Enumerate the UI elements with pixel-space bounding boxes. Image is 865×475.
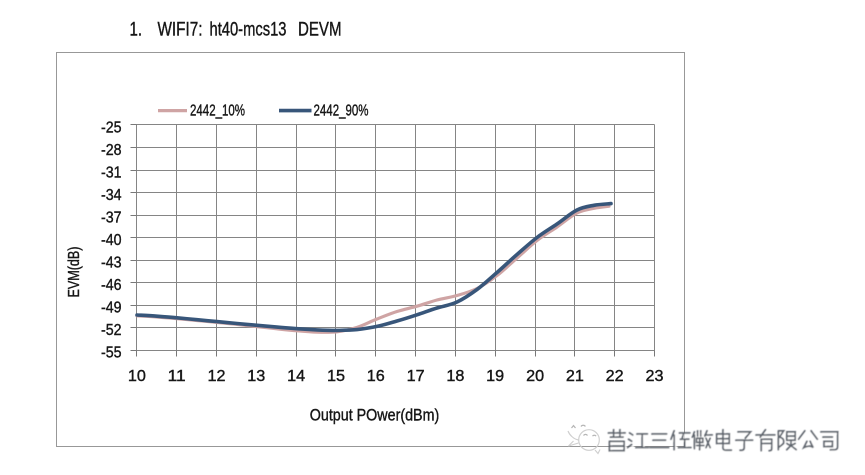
- svg-text:12: 12: [208, 368, 226, 385]
- svg-text:15: 15: [327, 368, 345, 385]
- svg-text:-55: -55: [101, 345, 122, 362]
- svg-text:22: 22: [606, 368, 624, 385]
- svg-text:21: 21: [566, 368, 584, 385]
- svg-text:Output POwer(dBm): Output POwer(dBm): [310, 405, 440, 424]
- svg-text:WIFI7:: WIFI7:: [158, 19, 203, 41]
- svg-text:-31: -31: [101, 164, 122, 181]
- svg-text:-49: -49: [101, 300, 122, 317]
- svg-text:20: 20: [526, 368, 544, 385]
- svg-text:23: 23: [646, 368, 664, 385]
- svg-text:ht40-mcs13: ht40-mcs13: [210, 19, 287, 41]
- svg-text:18: 18: [446, 368, 464, 385]
- svg-text:19: 19: [486, 368, 504, 385]
- svg-text:11: 11: [168, 368, 186, 385]
- svg-text:-28: -28: [101, 142, 122, 159]
- svg-text:-40: -40: [101, 232, 122, 249]
- svg-text:13: 13: [247, 368, 265, 385]
- svg-text:EVM(dB): EVM(dB): [66, 247, 83, 298]
- svg-text:2442_10%: 2442_10%: [190, 103, 245, 120]
- svg-text:16: 16: [367, 368, 385, 385]
- svg-text:14: 14: [287, 368, 305, 385]
- svg-text:17: 17: [407, 368, 425, 385]
- svg-text:-25: -25: [101, 119, 122, 136]
- svg-text:-43: -43: [101, 255, 122, 272]
- svg-text:-37: -37: [101, 210, 122, 227]
- svg-text:10: 10: [128, 368, 146, 385]
- svg-text:2442_90%: 2442_90%: [314, 103, 369, 120]
- svg-text:-52: -52: [101, 322, 122, 339]
- svg-text:DEVM: DEVM: [298, 19, 342, 41]
- svg-text:-34: -34: [101, 187, 122, 204]
- svg-text:-46: -46: [101, 277, 122, 294]
- svg-text:1.: 1.: [130, 19, 143, 41]
